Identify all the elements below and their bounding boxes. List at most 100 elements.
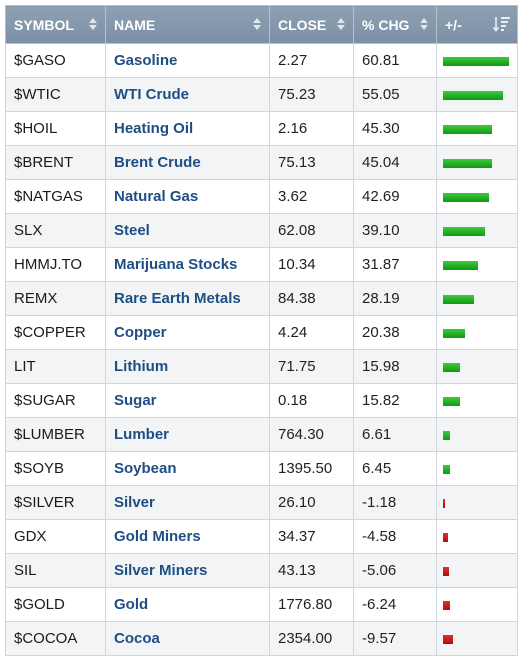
cell-change-bar <box>436 315 518 350</box>
column-header-bar[interactable]: +/- <box>436 5 518 44</box>
column-header-symbol[interactable]: SYMBOL <box>5 5 106 44</box>
cell-change: 55.05 <box>353 77 437 112</box>
cell-change-bar <box>436 43 518 78</box>
column-header-label: NAME <box>114 16 156 33</box>
cell-name: Heating Oil <box>105 111 270 146</box>
cell-close: 0.18 <box>269 383 354 418</box>
table-row[interactable]: $GOLD Gold 1776.80 -6.24 <box>5 587 518 622</box>
name-link[interactable]: Lithium <box>114 358 169 375</box>
table-row[interactable]: LIT Lithium 71.75 15.98 <box>5 349 518 384</box>
name-link[interactable]: Gold Miners <box>114 528 201 545</box>
table-row[interactable]: $COCOA Cocoa 2354.00 -9.57 <box>5 621 518 656</box>
name-link[interactable]: Natural Gas <box>114 188 199 205</box>
cell-change-bar <box>436 519 518 554</box>
cell-close: 26.10 <box>269 485 354 520</box>
positive-change-bar <box>443 226 486 236</box>
table-row[interactable]: $SUGAR Sugar 0.18 15.82 <box>5 383 518 418</box>
cell-name: Copper <box>105 315 270 350</box>
table-row[interactable]: $COPPER Copper 4.24 20.38 <box>5 315 518 350</box>
cell-symbol: $BRENT <box>5 145 106 180</box>
name-link[interactable]: Steel <box>114 222 150 239</box>
name-link[interactable]: Sugar <box>114 392 157 409</box>
table-row[interactable]: REMX Rare Earth Metals 84.38 28.19 <box>5 281 518 316</box>
cell-symbol: $GASO <box>5 43 106 78</box>
cell-name: Rare Earth Metals <box>105 281 270 316</box>
positive-change-bar <box>443 56 509 66</box>
name-link[interactable]: Lumber <box>114 426 170 443</box>
column-header-name[interactable]: NAME <box>105 5 270 44</box>
table-row[interactable]: GDX Gold Miners 34.37 -4.58 <box>5 519 518 554</box>
table-row[interactable]: SIL Silver Miners 43.13 -5.06 <box>5 553 518 588</box>
negative-change-bar <box>443 532 448 542</box>
cell-close: 3.62 <box>269 179 354 214</box>
negative-change-bar <box>443 498 445 508</box>
positive-change-bar <box>443 362 461 372</box>
cell-symbol: SLX <box>5 213 106 248</box>
cell-change-bar <box>436 383 518 418</box>
name-link[interactable]: Silver <box>114 494 155 511</box>
cell-change: 6.45 <box>353 451 437 486</box>
name-link[interactable]: Soybean <box>114 460 177 477</box>
cell-name: Steel <box>105 213 270 248</box>
positive-change-bar <box>443 328 466 338</box>
cell-change: 39.10 <box>353 213 437 248</box>
sort-descending-icon <box>493 17 510 32</box>
cell-symbol: $COCOA <box>5 621 106 656</box>
positive-change-bar <box>443 192 490 202</box>
positive-change-bar <box>443 260 478 270</box>
cell-change: -6.24 <box>353 587 437 622</box>
table-row[interactable]: $WTIC WTI Crude 75.23 55.05 <box>5 77 518 112</box>
cell-change-bar <box>436 451 518 486</box>
cell-change-bar <box>436 587 518 622</box>
cell-close: 75.13 <box>269 145 354 180</box>
table-row[interactable]: $NATGAS Natural Gas 3.62 42.69 <box>5 179 518 214</box>
cell-close: 764.30 <box>269 417 354 452</box>
cell-change: 60.81 <box>353 43 437 78</box>
table-row[interactable]: $SOYB Soybean 1395.50 6.45 <box>5 451 518 486</box>
negative-change-bar <box>443 600 450 610</box>
cell-change-bar <box>436 247 518 282</box>
column-header-change[interactable]: % CHG <box>353 5 437 44</box>
positive-change-bar <box>443 158 492 168</box>
name-link[interactable]: Marijuana Stocks <box>114 256 238 273</box>
name-link[interactable]: WTI Crude <box>114 86 189 103</box>
column-header-close[interactable]: CLOSE <box>269 5 354 44</box>
cell-change-bar <box>436 213 518 248</box>
column-header-label: +/- <box>445 16 462 33</box>
table-row[interactable]: $BRENT Brent Crude 75.13 45.04 <box>5 145 518 180</box>
table-body: $GASO Gasoline 2.27 60.81 $WTIC WTI Crude 75.2… <box>5 43 518 656</box>
cell-symbol: $HOIL <box>5 111 106 146</box>
cell-close: 2.16 <box>269 111 354 146</box>
name-link[interactable]: Heating Oil <box>114 120 194 137</box>
name-link[interactable]: Gold <box>114 596 149 613</box>
cell-change: 6.61 <box>353 417 437 452</box>
table-row[interactable]: HMMJ.TO Marijuana Stocks 10.34 31.87 <box>5 247 518 282</box>
cell-symbol: $WTIC <box>5 77 106 112</box>
cell-name: WTI Crude <box>105 77 270 112</box>
table-row[interactable]: $GASO Gasoline 2.27 60.81 <box>5 43 518 78</box>
cell-change: -4.58 <box>353 519 437 554</box>
table-row[interactable]: SLX Steel 62.08 39.10 <box>5 213 518 248</box>
name-link[interactable]: Brent Crude <box>114 154 201 171</box>
cell-change: 20.38 <box>353 315 437 350</box>
table-row[interactable]: $SILVER Silver 26.10 -1.18 <box>5 485 518 520</box>
positive-change-bar <box>443 464 450 474</box>
cell-name: Lithium <box>105 349 270 384</box>
cell-symbol: SIL <box>5 553 106 588</box>
positive-change-bar <box>443 294 474 304</box>
cell-name: Silver Miners <box>105 553 270 588</box>
column-header-label: % CHG <box>362 16 410 33</box>
cell-symbol: $SUGAR <box>5 383 106 418</box>
cell-change: 31.87 <box>353 247 437 282</box>
name-link[interactable]: Cocoa <box>114 630 160 647</box>
name-link[interactable]: Gasoline <box>114 52 178 69</box>
cell-change-bar <box>436 349 518 384</box>
name-link[interactable]: Copper <box>114 324 167 341</box>
column-header-label: CLOSE <box>278 16 327 33</box>
cell-close: 2.27 <box>269 43 354 78</box>
cell-close: 2354.00 <box>269 621 354 656</box>
table-row[interactable]: $HOIL Heating Oil 2.16 45.30 <box>5 111 518 146</box>
name-link[interactable]: Rare Earth Metals <box>114 290 241 307</box>
name-link[interactable]: Silver Miners <box>114 562 208 579</box>
table-row[interactable]: $LUMBER Lumber 764.30 6.61 <box>5 417 518 452</box>
